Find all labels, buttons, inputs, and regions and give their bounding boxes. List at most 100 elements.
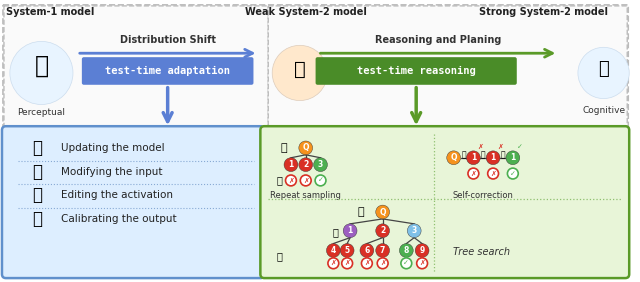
Circle shape	[488, 168, 499, 179]
Text: 2: 2	[303, 160, 308, 169]
Text: Calibrating the output: Calibrating the output	[61, 214, 177, 224]
Text: ✓: ✓	[403, 260, 409, 266]
Text: ✗: ✗	[490, 171, 496, 177]
FancyBboxPatch shape	[82, 57, 253, 85]
Text: 1: 1	[510, 153, 515, 162]
Text: 3: 3	[412, 226, 417, 235]
Circle shape	[447, 151, 461, 165]
Circle shape	[376, 224, 390, 238]
Circle shape	[467, 151, 480, 165]
Text: Tree search: Tree search	[452, 246, 510, 257]
Text: 📄: 📄	[461, 150, 466, 159]
Circle shape	[284, 158, 298, 171]
Circle shape	[508, 168, 518, 179]
FancyBboxPatch shape	[2, 126, 264, 278]
Text: 2: 2	[380, 226, 385, 235]
Circle shape	[578, 47, 629, 99]
Circle shape	[10, 41, 73, 105]
Text: 🤖: 🤖	[332, 227, 339, 237]
Circle shape	[342, 258, 353, 269]
Text: Distribution Shift: Distribution Shift	[120, 35, 216, 45]
Text: ✗: ✗	[344, 260, 350, 266]
Text: ✗: ✗	[477, 144, 483, 150]
Text: ✗: ✗	[303, 177, 308, 184]
Text: 📄: 📄	[276, 175, 282, 186]
Circle shape	[285, 175, 296, 186]
Circle shape	[340, 244, 354, 257]
Text: 5: 5	[344, 246, 349, 255]
Circle shape	[401, 258, 412, 269]
Text: 9: 9	[419, 246, 425, 255]
Circle shape	[299, 158, 312, 171]
Text: Weak System-2 model: Weak System-2 model	[244, 7, 367, 17]
Text: Repeat sampling: Repeat sampling	[270, 191, 341, 200]
Circle shape	[377, 258, 388, 269]
Circle shape	[272, 45, 328, 101]
Text: ✗: ✗	[470, 171, 476, 177]
Text: Self-correction: Self-correction	[453, 191, 514, 200]
Circle shape	[299, 141, 312, 155]
Text: Reasoning and Planing: Reasoning and Planing	[374, 35, 501, 45]
Text: 🔄: 🔄	[33, 139, 42, 157]
Text: Q: Q	[380, 208, 386, 217]
Circle shape	[376, 205, 390, 219]
Text: 🤖: 🤖	[281, 143, 287, 153]
Circle shape	[300, 175, 311, 186]
Text: ✓: ✓	[516, 144, 523, 150]
Text: 🤖: 🤖	[358, 207, 364, 217]
Text: ✗: ✗	[497, 144, 503, 150]
Text: Q: Q	[451, 153, 457, 162]
Text: Perceptual: Perceptual	[17, 109, 65, 118]
FancyBboxPatch shape	[316, 57, 516, 85]
Circle shape	[314, 158, 328, 171]
Circle shape	[486, 151, 500, 165]
FancyBboxPatch shape	[268, 6, 627, 130]
Circle shape	[328, 258, 339, 269]
Text: Cognitive: Cognitive	[582, 107, 625, 116]
Text: 3: 3	[318, 160, 323, 169]
FancyBboxPatch shape	[4, 6, 268, 130]
Text: System-1 model: System-1 model	[6, 7, 94, 17]
Text: 🎮: 🎮	[33, 186, 42, 204]
Text: 📄: 📄	[500, 150, 506, 159]
Text: ✗: ✗	[330, 260, 336, 266]
Text: ✓: ✓	[317, 177, 323, 184]
Circle shape	[417, 258, 428, 269]
Text: 8: 8	[404, 246, 409, 255]
Text: test-time reasoning: test-time reasoning	[357, 66, 476, 76]
Text: ✗: ✗	[288, 177, 294, 184]
Circle shape	[376, 244, 390, 257]
Text: Strong System-2 model: Strong System-2 model	[479, 7, 608, 17]
Text: ✗: ✗	[380, 260, 385, 266]
Text: ✗: ✗	[364, 260, 370, 266]
Text: 🤖: 🤖	[598, 60, 609, 78]
Circle shape	[415, 244, 429, 257]
Text: 📘: 📘	[33, 162, 42, 180]
Circle shape	[407, 224, 421, 238]
Text: Q: Q	[303, 144, 309, 152]
Text: 🔧: 🔧	[33, 210, 42, 228]
Circle shape	[362, 258, 372, 269]
Text: 🤖: 🤖	[294, 60, 306, 78]
Text: 📄: 📄	[481, 150, 486, 159]
Circle shape	[506, 151, 520, 165]
Circle shape	[399, 244, 413, 257]
Text: 1: 1	[490, 153, 496, 162]
Text: Editing the activation: Editing the activation	[61, 190, 173, 200]
Text: test-time adaptation: test-time adaptation	[105, 66, 230, 76]
Text: 1: 1	[288, 160, 294, 169]
Text: 1: 1	[348, 226, 353, 235]
FancyBboxPatch shape	[3, 5, 628, 277]
Circle shape	[468, 168, 479, 179]
Circle shape	[326, 244, 340, 257]
Text: 4: 4	[331, 246, 336, 255]
Circle shape	[343, 224, 357, 238]
Text: Modifying the input: Modifying the input	[61, 167, 163, 177]
Text: 7: 7	[380, 246, 385, 255]
Circle shape	[315, 175, 326, 186]
Text: ✗: ✗	[419, 260, 425, 266]
Text: Updating the model: Updating the model	[61, 143, 164, 153]
Text: 🤖: 🤖	[35, 54, 49, 78]
Circle shape	[360, 244, 374, 257]
FancyBboxPatch shape	[260, 126, 629, 278]
